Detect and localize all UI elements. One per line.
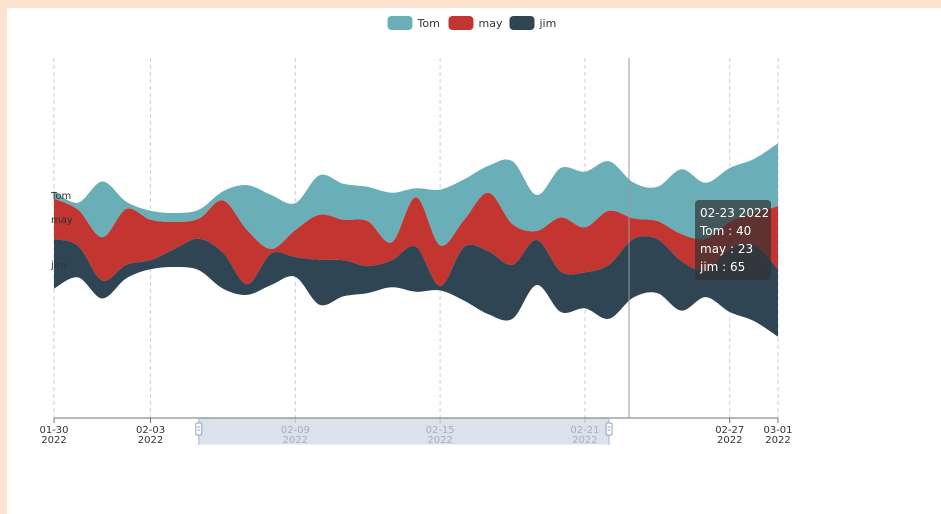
legend-item-may[interactable]: may <box>448 16 503 30</box>
tooltip-line-may: may : 23 <box>700 242 754 256</box>
legend-swatch-tom <box>387 16 413 30</box>
tooltip-date: 02-23 2022 <box>700 206 770 220</box>
tick-year-03-01: 2022 <box>765 435 790 446</box>
datazoom-slider[interactable] <box>195 418 613 445</box>
stream-may[interactable] <box>54 192 778 286</box>
tick-year-02-03: 2022 <box>138 435 163 446</box>
tick-label-02-03: 02-03 <box>136 425 165 436</box>
legend-label-jim: jim <box>539 17 557 30</box>
series-label-jim: jim <box>50 260 66 271</box>
tick-year-02-27: 2022 <box>717 435 742 446</box>
legend[interactable]: Tom may jim <box>387 16 557 30</box>
chart-panel: 01-30202202-03202202-09202202-15202202-2… <box>7 8 941 514</box>
legend-swatch-jim <box>509 16 535 30</box>
tick-label-03-01: 03-01 <box>763 425 792 436</box>
tooltip: 02-23 2022 Tom : 40 may : 23 jim : 65 <box>695 200 771 280</box>
legend-label-may: may <box>479 17 503 30</box>
stream-tom[interactable] <box>54 143 778 249</box>
stream-layers[interactable] <box>54 143 778 337</box>
legend-item-jim[interactable]: jim <box>509 16 557 30</box>
tooltip-line-tom: Tom : 40 <box>700 224 752 238</box>
series-label-tom: Tom <box>50 191 71 202</box>
theme-river-chart: 01-30202202-03202202-09202202-15202202-2… <box>39 16 793 446</box>
datazoom-handle-right[interactable] <box>605 422 613 436</box>
tooltip-line-jim: jim : 65 <box>700 260 746 274</box>
legend-item-tom[interactable]: Tom <box>387 16 440 30</box>
datazoom-window[interactable] <box>198 418 610 445</box>
legend-label-tom: Tom <box>417 17 440 30</box>
series-label-may: may <box>51 215 73 226</box>
stream-jim[interactable] <box>54 236 778 337</box>
tick-label-01-30: 01-30 <box>39 425 68 436</box>
series-labels: Tom may jim <box>50 191 73 271</box>
legend-swatch-may <box>448 16 474 30</box>
tick-year-01-30: 2022 <box>41 435 66 446</box>
tick-label-02-27: 02-27 <box>715 425 744 436</box>
datazoom-handle-left[interactable] <box>195 422 203 436</box>
